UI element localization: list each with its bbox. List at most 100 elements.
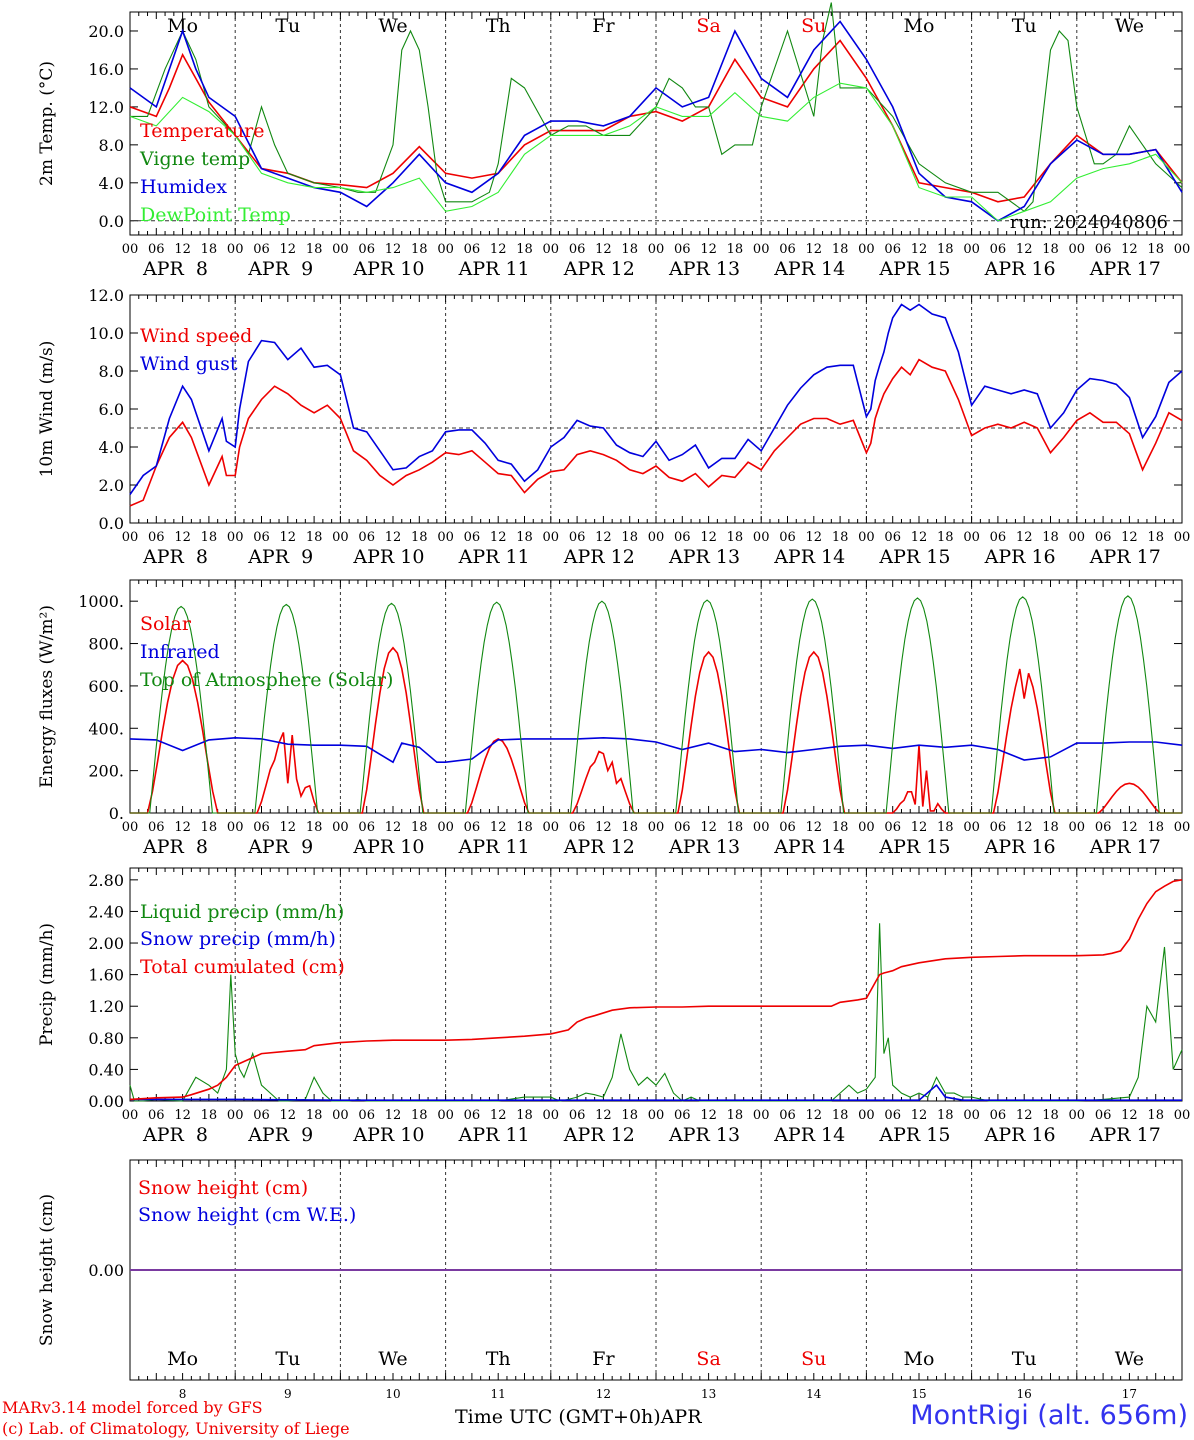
date-label: APR 17 bbox=[1089, 836, 1161, 858]
hour-label: 00 bbox=[543, 530, 560, 545]
date-label: APR 10 bbox=[352, 836, 424, 858]
hour-label: 12 bbox=[174, 530, 191, 545]
hour-label: 00 bbox=[332, 820, 349, 835]
series-line-wind-speed bbox=[129, 358, 1183, 507]
hour-label: 12 bbox=[280, 820, 297, 835]
date-label: APR 8 bbox=[142, 258, 208, 280]
hour-label: 06 bbox=[779, 242, 796, 257]
hour-label: 18 bbox=[306, 242, 323, 257]
legend-entry: Wind speed bbox=[140, 325, 252, 347]
date-label: APR 16 bbox=[984, 258, 1056, 280]
hour-label: 18 bbox=[1147, 242, 1164, 257]
date-label: APR 11 bbox=[458, 546, 530, 568]
y-tick-label: 6.0 bbox=[99, 400, 124, 419]
date-label: APR 17 bbox=[1089, 258, 1161, 280]
legend-entry: Liquid precip (mm/h) bbox=[140, 901, 344, 923]
date-label: APR 9 bbox=[247, 1124, 313, 1146]
date-label: APR 10 bbox=[352, 258, 424, 280]
hour-label: 12 bbox=[1016, 1108, 1033, 1123]
hour-label: 06 bbox=[990, 530, 1007, 545]
hour-label: 00 bbox=[227, 1108, 244, 1123]
legend-entry: DewPoint Temp bbox=[140, 204, 291, 226]
hour-label: 00 bbox=[963, 530, 980, 545]
date-label: APR 10 bbox=[352, 1124, 424, 1146]
date-label: APR 11 bbox=[458, 258, 530, 280]
weekday-label: Su bbox=[801, 15, 826, 37]
y-tick-label: 2.00 bbox=[88, 934, 124, 953]
legend-entry: Snow precip (mm/h) bbox=[140, 928, 336, 950]
date-number-label: 9 bbox=[284, 1387, 292, 1398]
hour-label: 18 bbox=[621, 530, 638, 545]
y-tick-label: 2.0 bbox=[99, 476, 124, 495]
date-label: APR 12 bbox=[563, 258, 635, 280]
weekday-label: Th bbox=[486, 15, 511, 37]
date-label: APR 15 bbox=[878, 836, 950, 858]
hour-label: 00 bbox=[753, 242, 770, 257]
hour-label: 18 bbox=[727, 242, 744, 257]
y-tick-label: 0.00 bbox=[88, 1261, 124, 1280]
hour-label: 18 bbox=[411, 530, 428, 545]
y-axis-label: Snow height (cm) bbox=[37, 1194, 57, 1346]
hour-label: 18 bbox=[516, 530, 533, 545]
model-credit: MARv3.14 model forced by GFS bbox=[2, 1398, 263, 1417]
hour-label: 18 bbox=[411, 1108, 428, 1123]
hour-label: 06 bbox=[779, 530, 796, 545]
y-tick-label: 0.80 bbox=[88, 1029, 124, 1048]
hour-label: 06 bbox=[464, 820, 481, 835]
hour-label: 06 bbox=[1095, 530, 1112, 545]
y-tick-label: 10.0 bbox=[88, 324, 124, 343]
date-label: APR 8 bbox=[142, 836, 208, 858]
lab-credit: (c) Lab. of Climatology, University of L… bbox=[2, 1419, 350, 1438]
y-tick-label: 12.0 bbox=[88, 286, 124, 305]
hour-label: 12 bbox=[280, 530, 297, 545]
hour-label: 00 bbox=[227, 820, 244, 835]
hour-label: 18 bbox=[201, 530, 218, 545]
hour-label: 18 bbox=[621, 820, 638, 835]
hour-label: 18 bbox=[411, 820, 428, 835]
hour-label: 00 bbox=[753, 530, 770, 545]
hour-label: 00 bbox=[1174, 820, 1191, 835]
hour-label: 12 bbox=[490, 242, 507, 257]
hour-label: 00 bbox=[437, 242, 454, 257]
series-line-top-of-atmosphere-solar- bbox=[130, 595, 1182, 814]
hour-label: 00 bbox=[753, 820, 770, 835]
hour-label: 12 bbox=[1121, 1108, 1138, 1123]
date-label: APR 16 bbox=[984, 546, 1056, 568]
series-line-dewpoint-temp bbox=[129, 82, 1183, 222]
date-number-label: 15 bbox=[911, 1387, 926, 1398]
hour-label: 18 bbox=[516, 242, 533, 257]
y-tick-label: 800. bbox=[88, 635, 124, 654]
y-tick-label: 16.0 bbox=[88, 60, 124, 79]
hour-label: 12 bbox=[806, 530, 823, 545]
hour-label: 12 bbox=[490, 1108, 507, 1123]
date-label: APR 15 bbox=[878, 258, 950, 280]
hour-label: 06 bbox=[884, 820, 901, 835]
hour-label: 06 bbox=[569, 820, 586, 835]
y-tick-label: 20.0 bbox=[88, 22, 124, 41]
hour-label: 06 bbox=[990, 820, 1007, 835]
legend-entry: Humidex bbox=[140, 176, 227, 198]
hour-label: 12 bbox=[1016, 530, 1033, 545]
hour-label: 12 bbox=[700, 1108, 717, 1123]
hour-label: 00 bbox=[543, 1108, 560, 1123]
hour-label: 06 bbox=[253, 820, 270, 835]
hour-label: 12 bbox=[1121, 242, 1138, 257]
date-label: APR 15 bbox=[878, 1124, 950, 1146]
y-tick-label: 0.0 bbox=[99, 212, 124, 231]
hour-label: 06 bbox=[358, 1108, 375, 1123]
hour-label: 12 bbox=[700, 820, 717, 835]
hour-label: 00 bbox=[858, 530, 875, 545]
date-label: APR 14 bbox=[773, 836, 845, 858]
hour-label: 18 bbox=[1042, 242, 1059, 257]
hour-label: 00 bbox=[1069, 530, 1086, 545]
date-label: APR 8 bbox=[142, 546, 208, 568]
hour-label: 06 bbox=[779, 820, 796, 835]
hour-label: 06 bbox=[148, 530, 165, 545]
y-tick-label: 1000. bbox=[78, 592, 124, 611]
date-label: APR 16 bbox=[984, 1124, 1056, 1146]
hour-label: 06 bbox=[253, 242, 270, 257]
hour-label: 18 bbox=[832, 242, 849, 257]
hour-label: 06 bbox=[990, 1108, 1007, 1123]
date-label: APR 8 bbox=[142, 1124, 208, 1146]
hour-label: 12 bbox=[385, 242, 402, 257]
